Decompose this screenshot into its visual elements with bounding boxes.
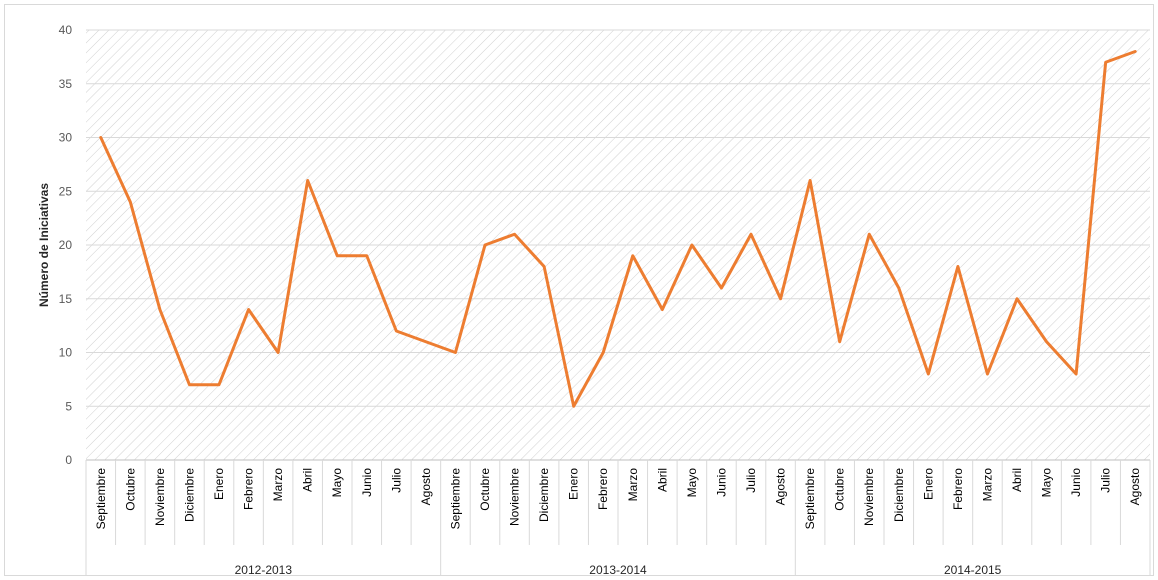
y-tick-label: 20 (59, 238, 73, 252)
x-tick-label: Julio (1099, 468, 1113, 493)
x-axis-ticks: Septiembre Octubre Noviembre Diciembre Enero… (94, 468, 1142, 530)
y-tick-label: 10 (59, 346, 73, 360)
x-tick-label: Enero (567, 468, 581, 500)
x-tick-label: Septiembre (803, 468, 817, 530)
x-tick-label: Enero (921, 468, 935, 500)
x-tick-label: Marzo (980, 468, 994, 502)
axes (85, 459, 1151, 575)
x-tick-label: Septiembre (94, 468, 108, 530)
gridlines (86, 29, 1150, 407)
x-tick-label: Mayo (330, 468, 344, 498)
x-tick-label: Junio (714, 468, 728, 497)
group-label: 2014-2015 (944, 563, 1002, 577)
x-tick-label: Diciembre (182, 468, 196, 522)
x-tick-label: Mayo (685, 468, 699, 498)
x-tick-label: Julio (744, 468, 758, 493)
x-tick-label: Diciembre (892, 468, 906, 522)
x-tick-label: Agosto (419, 468, 433, 506)
x-tick-label: Junio (1069, 468, 1083, 497)
x-tick-label: Octubre (478, 468, 492, 511)
series-line-0 (99, 50, 1137, 408)
group-label: 2012-2013 (235, 563, 293, 577)
x-tick-label: Marzo (271, 468, 285, 502)
y-axis-label: Número de Iniciativas (37, 183, 51, 307)
y-tick-label: 15 (59, 292, 73, 306)
x-tick-label: Octubre (123, 468, 137, 511)
series-layer (99, 50, 1137, 408)
x-tick-label: Marzo (626, 468, 640, 502)
x-tick-label: Octubre (833, 468, 847, 511)
x-tick-label: Febrero (242, 468, 256, 510)
y-axis-ticks: 0 5 10 15 20 25 30 35 40 (59, 23, 73, 467)
x-tick-label: Enero (212, 468, 226, 500)
x-axis-groups: 2012-2013 2013-2014 2014-2015 (235, 563, 1002, 577)
group-label: 2013-2014 (589, 563, 647, 577)
x-tick-label: Noviembre (153, 468, 167, 526)
y-tick-label: 5 (65, 399, 72, 413)
x-tick-label: Junio (360, 468, 374, 497)
x-tick-label: Diciembre (537, 468, 551, 522)
x-tick-label: Abril (655, 468, 669, 492)
y-tick-label: 35 (59, 77, 73, 91)
y-tick-label: 30 (59, 131, 73, 145)
x-tick-label: Abril (1010, 468, 1024, 492)
x-tick-label: Agosto (774, 468, 788, 506)
x-tick-label: Noviembre (862, 468, 876, 526)
x-tick-label: Abril (301, 468, 315, 492)
x-tick-label: Agosto (1128, 468, 1142, 506)
x-tick-label: Febrero (596, 468, 610, 510)
y-tick-label: 40 (59, 23, 73, 37)
y-tick-label: 0 (65, 453, 72, 467)
x-tick-label: Septiembre (448, 468, 462, 530)
x-tick-label: Mayo (1040, 468, 1054, 498)
x-tick-label: Febrero (951, 468, 965, 510)
x-tick-label: Julio (389, 468, 403, 493)
y-tick-label: 25 (59, 184, 73, 198)
x-tick-label: Noviembre (508, 468, 522, 526)
